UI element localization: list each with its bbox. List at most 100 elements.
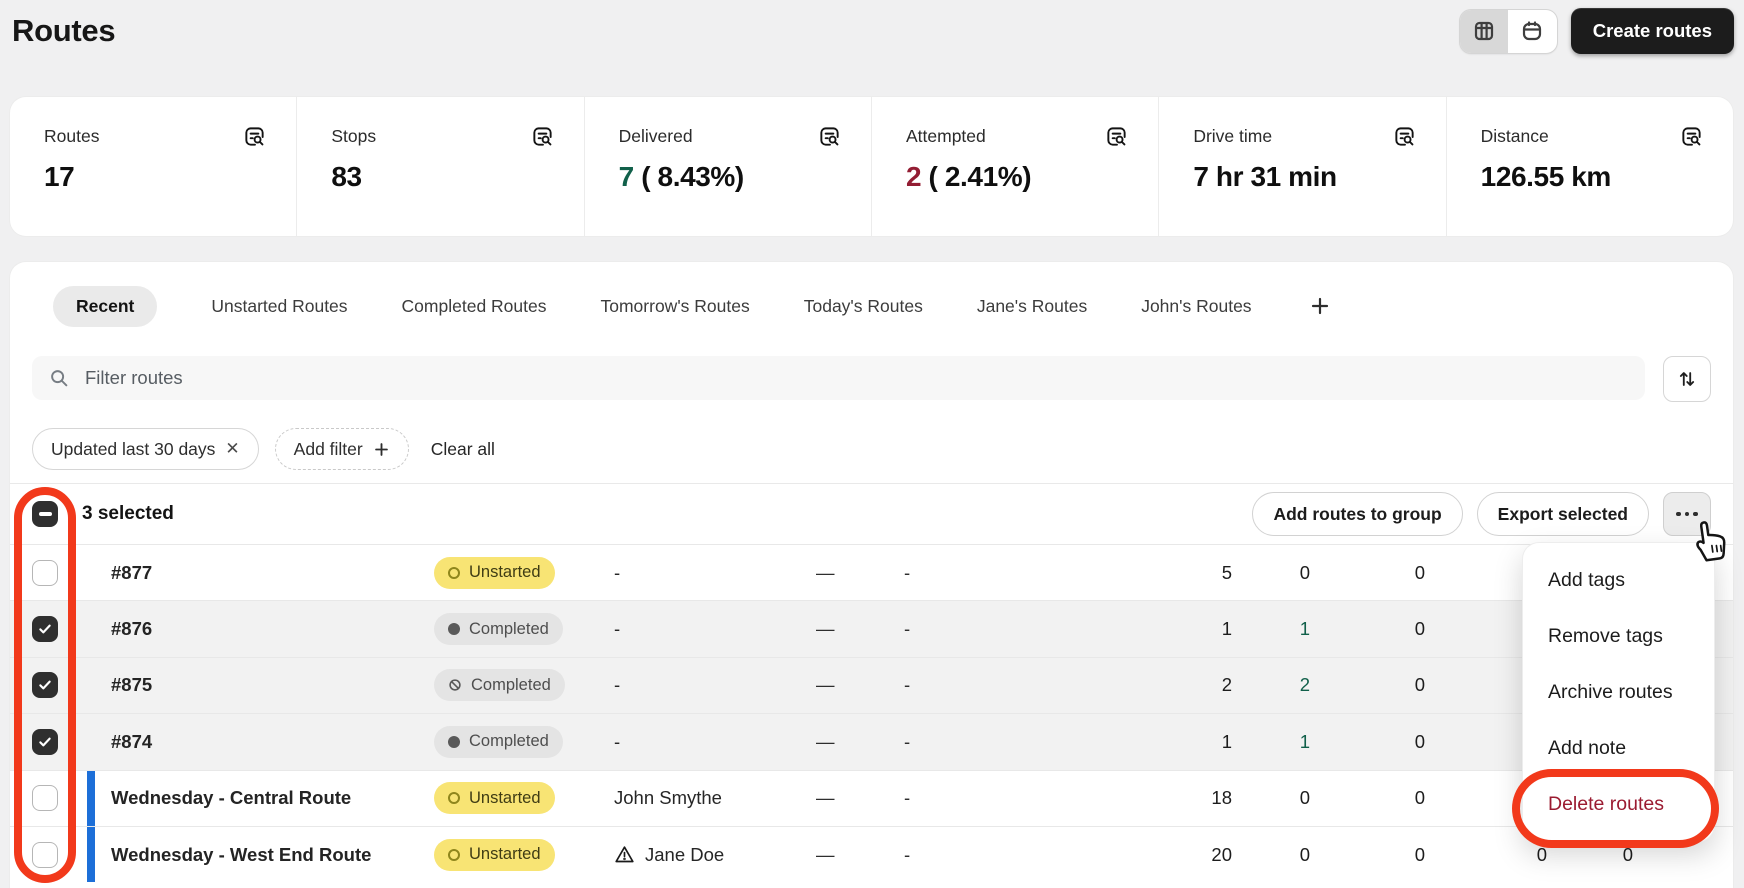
route-name[interactable]: #874 <box>111 730 153 752</box>
tab-janes-routes[interactable]: Jane's Routes <box>976 295 1088 316</box>
stops-count: 18 <box>1211 787 1232 809</box>
driver-name: Jane Doe <box>645 843 725 865</box>
selection-actions: Add routes to group Export selected <box>1252 492 1711 536</box>
row-checkbox[interactable] <box>32 559 58 586</box>
add-routes-to-group-button[interactable]: Add routes to group <box>1252 492 1463 536</box>
stat-label: Delivered <box>618 126 693 146</box>
tab-johns-routes[interactable]: John's Routes <box>1141 295 1252 316</box>
tab-todays-routes[interactable]: Today's Routes <box>803 295 923 316</box>
stat-label: Routes <box>44 126 100 146</box>
tab-recent[interactable]: Recent <box>53 285 158 327</box>
table-row[interactable]: #877 Unstarted - — - 5 0 0 <box>10 544 1733 600</box>
route-name[interactable]: #876 <box>111 618 153 640</box>
more-actions-button[interactable] <box>1663 492 1711 536</box>
delivered-percent: ( 8.43%) <box>633 161 744 192</box>
driver-cell: John Smythe <box>614 787 722 809</box>
delivered-count: 0 <box>1299 787 1310 809</box>
add-tab-button[interactable] <box>1306 292 1334 320</box>
menu-item-add-note[interactable]: Add note <box>1548 736 1627 759</box>
driver-cell: - <box>614 618 621 640</box>
stat-label: Distance <box>1480 126 1549 146</box>
list-search-icon[interactable] <box>818 125 841 148</box>
filter-chip-updated-last-30-days[interactable]: Updated last 30 days ✕ <box>32 428 259 470</box>
toolbar-divider <box>10 483 1733 484</box>
delivered-count: 1 <box>1299 618 1310 640</box>
attempted-count: 0 <box>1414 843 1425 865</box>
table-row[interactable]: Wednesday - Central Route Unstarted John… <box>10 769 1733 826</box>
row-checkbox[interactable] <box>32 728 58 755</box>
attempted-percent: ( 2.41%) <box>921 161 1032 192</box>
tab-completed-routes[interactable]: Completed Routes <box>401 295 547 316</box>
table-row[interactable]: #874 Completed - — - 1 1 0 <box>10 713 1733 770</box>
remove-filter-icon[interactable]: ✕ <box>225 439 240 458</box>
table-view-button[interactable] <box>1459 9 1509 53</box>
delivered-count: 1 <box>1299 730 1310 752</box>
plus-icon <box>373 441 390 458</box>
list-search-icon[interactable] <box>1105 125 1128 148</box>
row-checkbox[interactable] <box>32 672 58 699</box>
list-search-icon[interactable] <box>1680 125 1703 148</box>
attempted-count: 0 <box>1414 561 1425 583</box>
dash-cell: — <box>816 787 835 809</box>
dash-cell: — <box>816 730 835 752</box>
status-badge: Completed <box>434 669 565 702</box>
status-badge: Completed <box>434 725 563 758</box>
unstarted-ring-icon <box>448 792 460 805</box>
stops-count: 5 <box>1221 561 1232 583</box>
route-name[interactable]: #875 <box>111 674 153 696</box>
route-name[interactable]: #877 <box>111 561 153 583</box>
filter-search-box[interactable] <box>32 356 1645 400</box>
status-badge: Unstarted <box>434 556 555 589</box>
more-actions-menu: Add tags Remove tags Archive routes Add … <box>1523 543 1714 841</box>
dash-cell: - <box>904 618 911 640</box>
dash-cell: - <box>904 730 911 752</box>
menu-item-remove-tags[interactable]: Remove tags <box>1548 624 1663 647</box>
tab-unstarted-routes[interactable]: Unstarted Routes <box>211 295 348 316</box>
add-filter-label: Add filter <box>293 438 363 459</box>
list-search-icon[interactable] <box>1393 125 1416 148</box>
stat-label: Attempted <box>905 126 986 146</box>
export-selected-button[interactable]: Export selected <box>1476 492 1649 536</box>
attempted-count: 0 <box>1414 787 1425 809</box>
row-checkbox[interactable] <box>32 841 58 868</box>
clear-all-button[interactable]: Clear all <box>430 438 495 459</box>
delivered-count: 0 <box>1299 843 1310 865</box>
dash-cell: - <box>904 561 911 583</box>
table-row[interactable]: Wednesday - West End Route Unstarted Jan… <box>10 825 1733 883</box>
route-name[interactable]: Wednesday - West End Route <box>111 843 372 865</box>
table-row[interactable]: #876 Completed - — - 1 1 0 <box>10 600 1733 657</box>
select-all-checkbox[interactable] <box>32 501 58 527</box>
driver-cell: Jane Doe <box>614 844 816 866</box>
list-search-icon[interactable] <box>531 125 554 148</box>
driver-cell: - <box>614 674 621 696</box>
tab-tomorrows-routes[interactable]: Tomorrow's Routes <box>600 295 750 316</box>
routes-table: #877 Unstarted - — - 5 0 0 #876 Complete… <box>10 544 1733 883</box>
menu-item-archive-routes[interactable]: Archive routes <box>1548 680 1673 703</box>
filter-routes-input[interactable] <box>83 366 1629 390</box>
stat-value: 126.55 km <box>1480 161 1612 192</box>
check-icon <box>39 681 51 690</box>
table-row[interactable]: #875 Completed - — - 2 2 0 <box>10 656 1733 714</box>
sort-button[interactable] <box>1663 356 1711 402</box>
route-name[interactable]: Wednesday - Central Route <box>111 787 352 809</box>
check-icon <box>39 737 51 747</box>
indeterminate-mark <box>38 512 52 516</box>
stats-summary-card: Routes 17 Stops 83 Delivered 7 ( 8.43%) … <box>10 97 1733 236</box>
calendar-view-button[interactable] <box>1508 10 1557 53</box>
page-title: Routes <box>12 13 116 48</box>
stat-value: 7 ( 8.43%) <box>619 161 841 193</box>
row-checkbox[interactable] <box>32 616 58 643</box>
menu-item-delete-routes[interactable]: Delete routes <box>1548 792 1664 815</box>
row-checkbox[interactable] <box>32 785 58 812</box>
delivered-count: 2 <box>1299 674 1310 696</box>
selection-toolbar: 3 selected Add routes to group Export se… <box>10 484 1733 544</box>
list-search-icon[interactable] <box>243 125 266 148</box>
add-filter-chip[interactable]: Add filter <box>274 428 409 470</box>
search-icon <box>48 367 70 389</box>
ellipsis-icon <box>1676 511 1681 517</box>
header-actions: Create routes <box>1459 8 1734 54</box>
create-routes-button[interactable]: Create routes <box>1570 8 1734 54</box>
menu-item-add-tags[interactable]: Add tags <box>1548 568 1625 591</box>
driver-cell: - <box>614 730 621 752</box>
status-badge: Unstarted <box>434 838 555 871</box>
